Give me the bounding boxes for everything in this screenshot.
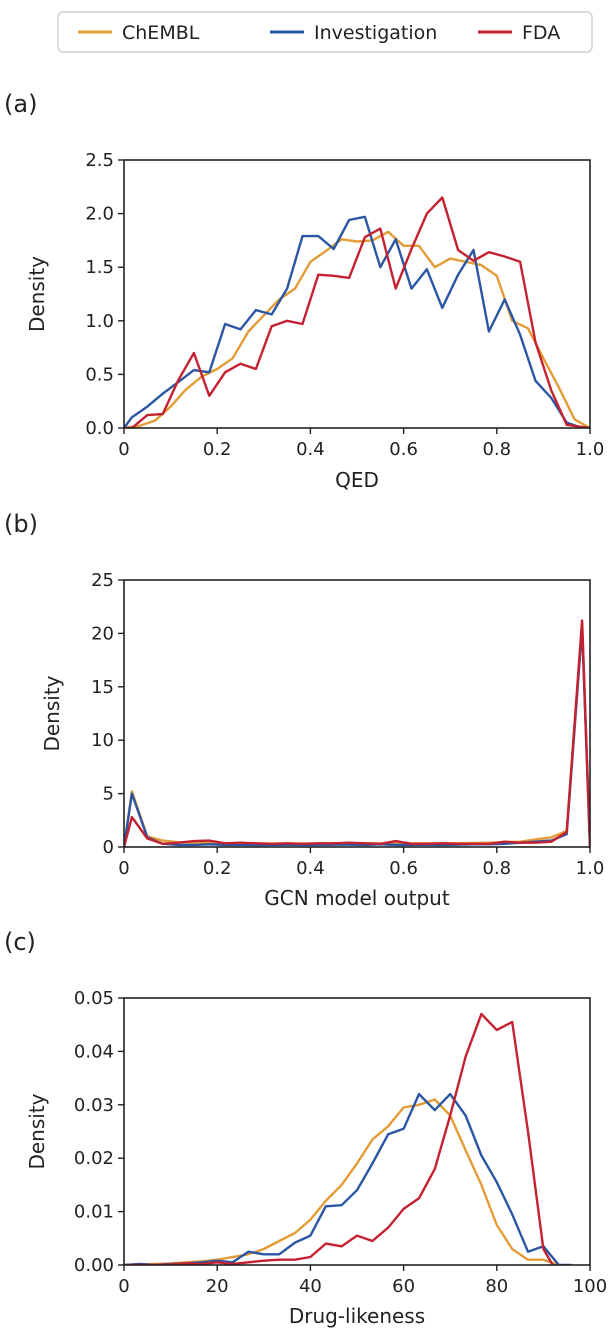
x-tick-label: 0 bbox=[118, 1276, 129, 1297]
y-tick-label: 20 bbox=[91, 623, 114, 644]
plot-frame bbox=[123, 997, 591, 1266]
panel-a: (a) 0 0.2 0.4 0.6 0.8 1.0 0.0 0.5 1.0 1.5 2.0 2.5 QED… bbox=[4, 90, 604, 492]
plot-frame bbox=[123, 579, 591, 848]
x-tick-label: 80 bbox=[485, 1276, 508, 1297]
y-tick-label: 1.0 bbox=[85, 311, 114, 332]
legend-label-0: ChEMBL bbox=[122, 22, 200, 44]
panel-label: (c) bbox=[4, 928, 36, 956]
x-tick-label: 40 bbox=[299, 1276, 322, 1297]
y-tick-label: 0 bbox=[103, 837, 114, 858]
y-tick-label: 15 bbox=[91, 677, 114, 698]
legend-label-1: Investigation bbox=[314, 22, 437, 44]
series-line-chembl bbox=[124, 621, 590, 847]
series-group bbox=[124, 196, 590, 428]
panel-label: (b) bbox=[4, 510, 38, 538]
y-tick-label: 0.02 bbox=[74, 1148, 114, 1169]
y-tick-label: 0.04 bbox=[74, 1041, 114, 1062]
legend: ChEMBL Investigation FDA bbox=[57, 11, 593, 53]
series-group bbox=[124, 1012, 572, 1265]
panel-c: (c) 0 20 40 60 80 100 0.00 0.01 0.02 0.03 0.04 0.05 D… bbox=[4, 928, 607, 1328]
y-tick-label: 0.00 bbox=[74, 1255, 114, 1276]
plot-frame bbox=[123, 159, 591, 429]
y-tick-label: 2.5 bbox=[85, 150, 114, 171]
x-tick-label: 0.4 bbox=[296, 439, 325, 460]
x-axis-label: QED bbox=[335, 468, 379, 492]
x-tick-label: 0.2 bbox=[203, 858, 232, 879]
x-tick-label: 1.0 bbox=[576, 439, 605, 460]
series-group bbox=[124, 619, 590, 847]
y-tick-label: 0.03 bbox=[74, 1095, 114, 1116]
x-axis-label: Drug-likeness bbox=[289, 1304, 425, 1328]
x-axis-label: GCN model output bbox=[264, 886, 450, 910]
y-tick-label: 5 bbox=[103, 784, 114, 805]
y-tick-label: 0.05 bbox=[74, 988, 114, 1009]
series-line-fda bbox=[124, 1012, 554, 1265]
x-tick-label: 1.0 bbox=[576, 858, 605, 879]
x-tick-label: 0.4 bbox=[296, 858, 325, 879]
x-tick-label: 0.8 bbox=[482, 439, 511, 460]
x-tick-label: 0 bbox=[118, 439, 129, 460]
x-tick-label: 0.8 bbox=[482, 858, 511, 879]
series-line-investigation bbox=[124, 1092, 572, 1265]
y-axis-label: Density bbox=[25, 256, 49, 332]
y-tick-label: 0.0 bbox=[85, 418, 114, 439]
y-tick-label: 0.01 bbox=[74, 1202, 114, 1223]
x-tick-label: 0 bbox=[118, 858, 129, 879]
series-line-chembl bbox=[124, 1098, 560, 1265]
x-tick-label: 0.2 bbox=[203, 439, 232, 460]
x-tick-label: 0.6 bbox=[389, 858, 418, 879]
y-tick-label: 2.0 bbox=[85, 204, 114, 225]
legend-frame bbox=[57, 11, 593, 53]
legend-label-2: FDA bbox=[522, 22, 560, 44]
x-tick-label: 20 bbox=[206, 1276, 229, 1297]
y-tick-label: 25 bbox=[91, 570, 114, 591]
series-line-fda bbox=[124, 196, 590, 428]
y-tick-label: 1.5 bbox=[85, 257, 114, 278]
panel-b: (b) 0 0.2 0.4 0.6 0.8 1.0 0 5 10 15 20 25 GCN model o… bbox=[4, 510, 604, 910]
series-line-investigation bbox=[124, 626, 590, 847]
y-tick-label: 10 bbox=[91, 730, 114, 751]
series-line-fda bbox=[124, 619, 590, 847]
y-tick-label: 0.5 bbox=[85, 364, 114, 385]
x-tick-label: 100 bbox=[573, 1276, 607, 1297]
y-axis-label: Density bbox=[25, 1093, 49, 1169]
x-tick-label: 0.6 bbox=[389, 439, 418, 460]
y-axis-label: Density bbox=[40, 675, 64, 751]
panel-label: (a) bbox=[4, 90, 37, 118]
x-tick-label: 60 bbox=[392, 1276, 415, 1297]
series-line-investigation bbox=[124, 215, 590, 428]
panels: (a) 0 0.2 0.4 0.6 0.8 1.0 0.0 0.5 1.0 1.5 2.0 2.5 QED… bbox=[4, 90, 607, 1328]
